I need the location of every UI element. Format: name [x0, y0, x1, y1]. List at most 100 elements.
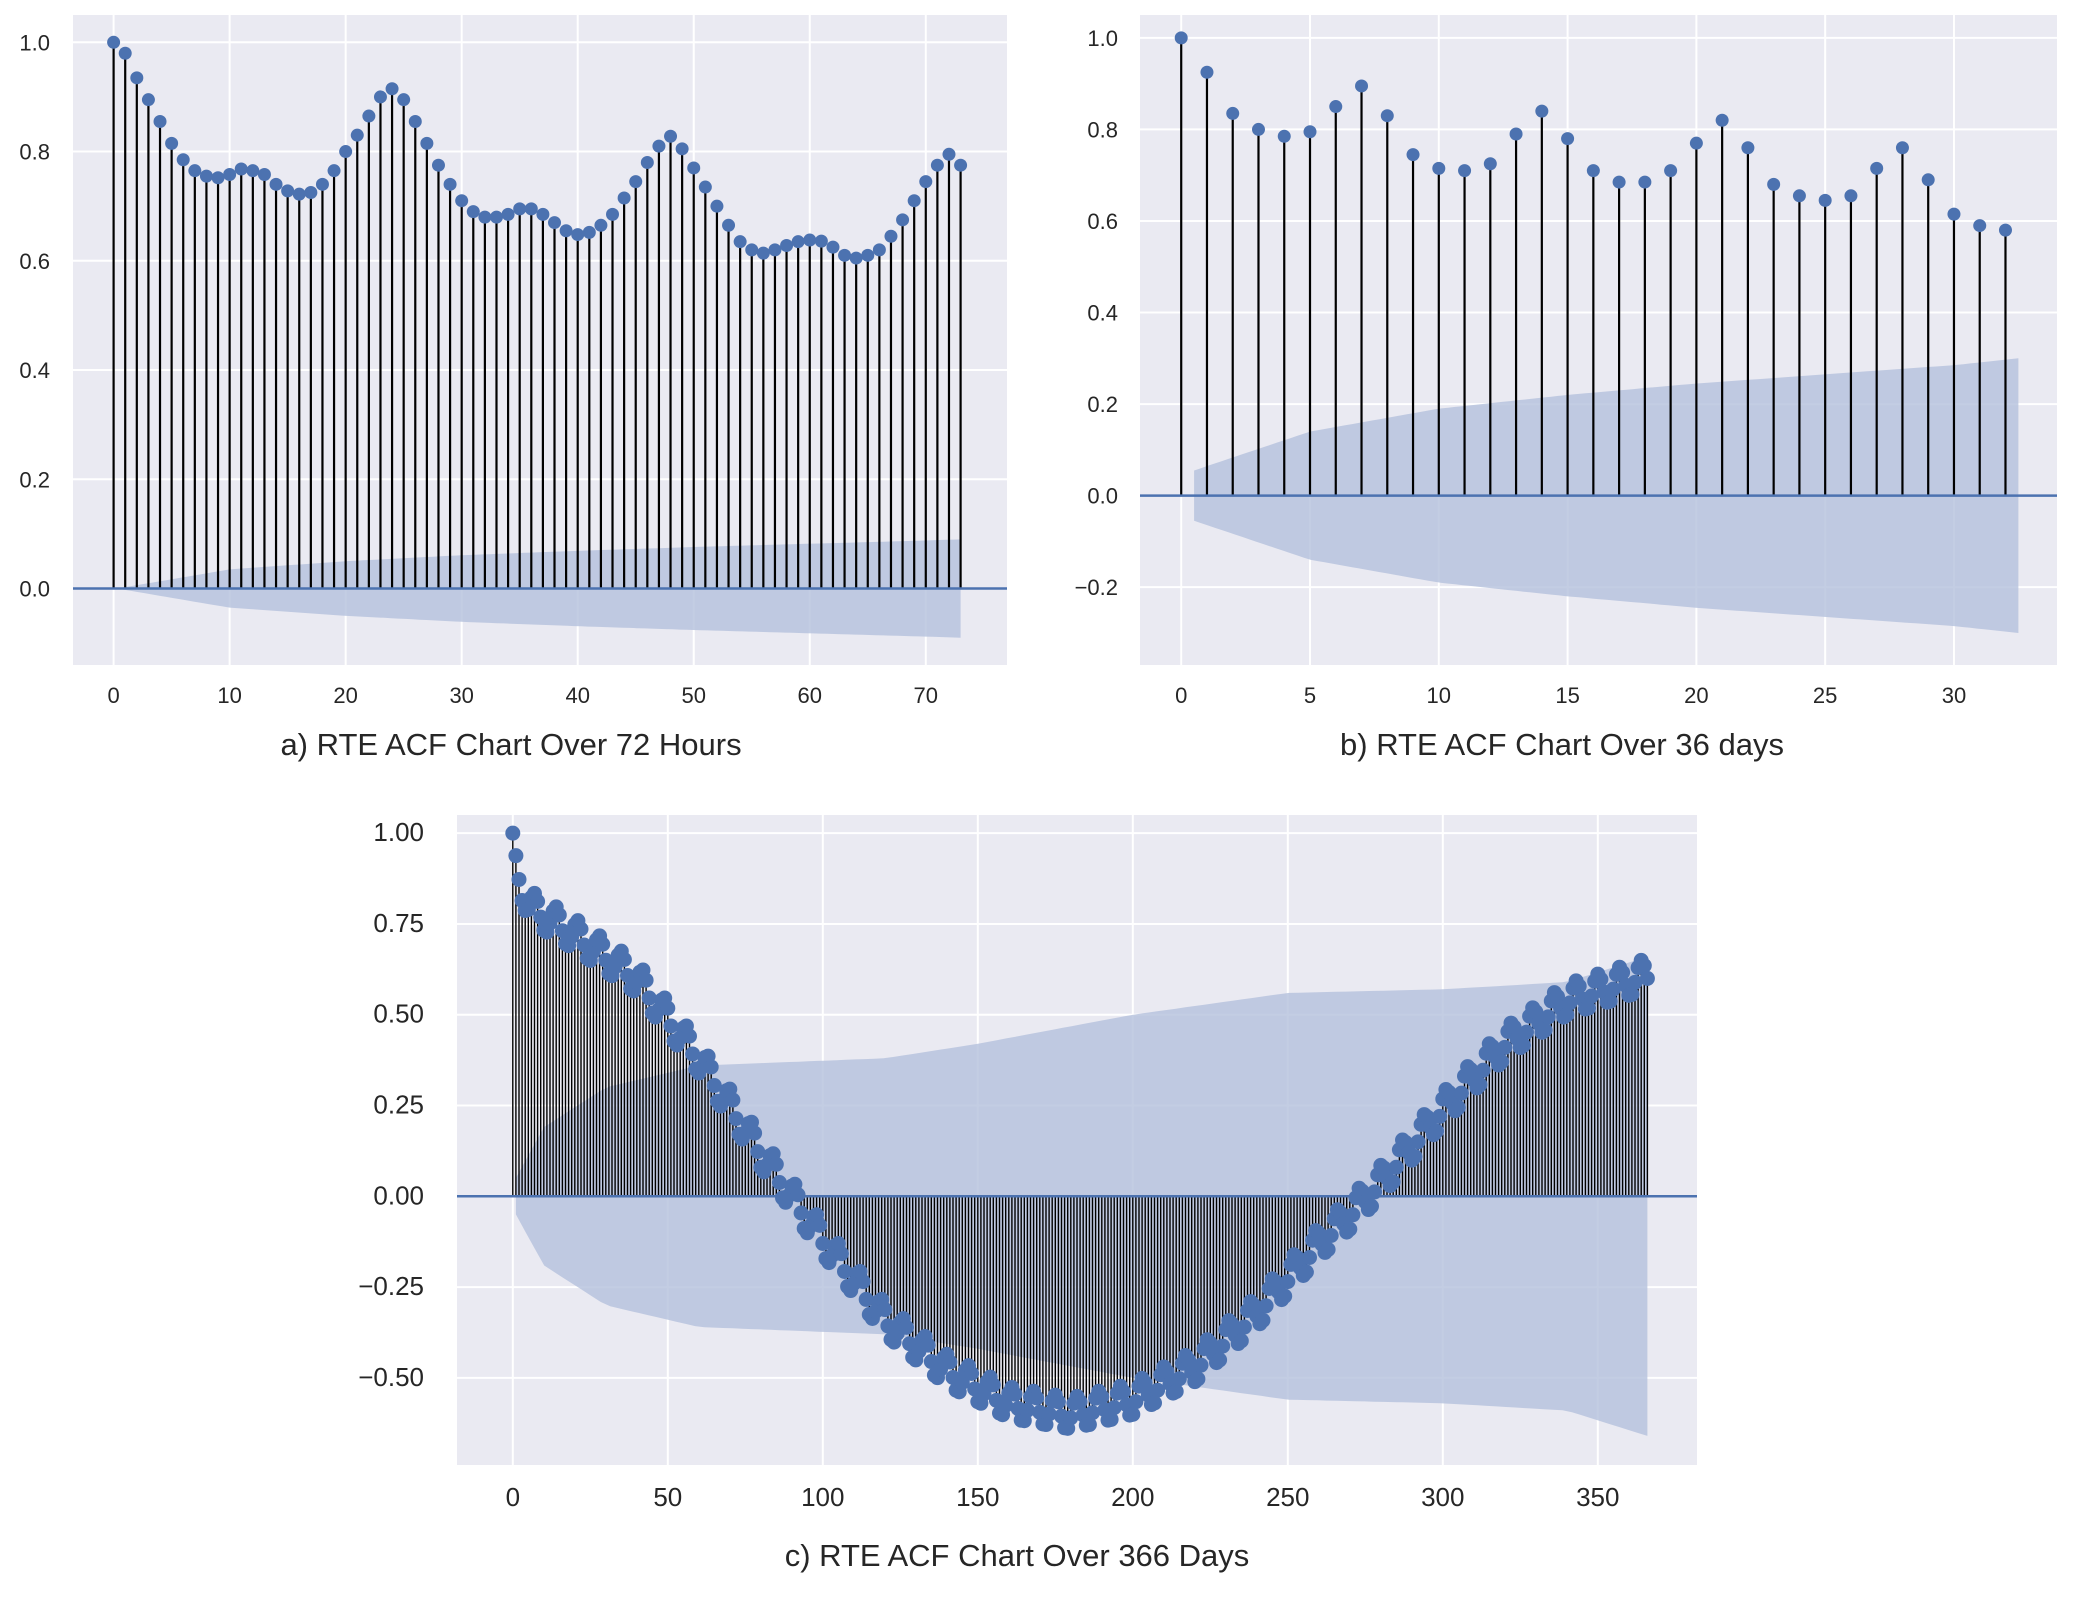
acf-marker [1212, 1352, 1228, 1368]
acf-marker [431, 158, 445, 172]
acf-marker [780, 239, 794, 253]
acf-marker [1128, 1394, 1144, 1410]
x-tick-label: 0 [1175, 683, 1187, 708]
acf-marker [617, 191, 631, 205]
acf-marker [985, 1377, 1001, 1393]
acf-marker [1085, 1405, 1100, 1421]
acf-marker [1258, 1298, 1274, 1314]
panel-c-366-days: 0 50 100 150 200 250 300 350 −0.50 −0.25 0.00 0.25 0… [358, 815, 1697, 1573]
panel-b-36-days: 0 5 10 15 20 25 30 −0.2 0.0 0.2 0.4 0.6 0.8 1.0 b) RT… [1075, 15, 2057, 762]
acf-marker [1063, 1410, 1079, 1426]
acf-marker [1581, 1000, 1596, 1016]
acf-marker [884, 229, 898, 243]
acf-marker [1367, 1184, 1383, 1200]
acf-marker [1236, 1319, 1252, 1335]
acf-marker [1345, 1207, 1361, 1223]
acf-marker [919, 175, 933, 189]
x-tick-label: 40 [565, 683, 589, 708]
y-tick-label: 0.0 [1087, 484, 1118, 509]
acf-marker [698, 180, 712, 194]
acf-marker [1537, 1022, 1553, 1038]
panel-c-tick-labels: 0 50 100 150 200 250 300 350 −0.50 −0.25 0.00 0.25 0… [358, 817, 1619, 1512]
acf-marker [1159, 1363, 1175, 1379]
acf-marker [833, 1246, 849, 1262]
acf-marker [606, 207, 620, 221]
acf-marker [826, 240, 840, 254]
acf-marker [199, 169, 213, 183]
acf-marker [1407, 1149, 1423, 1165]
acf-marker [1081, 1417, 1097, 1433]
y-tick-label: 0.4 [19, 358, 50, 383]
acf-marker [616, 952, 632, 968]
acf-marker [998, 1397, 1014, 1413]
acf-marker [524, 202, 538, 216]
acf-marker [513, 202, 527, 216]
acf-marker [652, 139, 666, 153]
acf-marker [505, 825, 521, 841]
acf-marker [1226, 106, 1240, 120]
acf-marker [466, 205, 480, 219]
acf-marker [1639, 970, 1655, 986]
y-tick-label: 0.00 [373, 1180, 424, 1210]
acf-marker [954, 1374, 970, 1390]
acf-marker [814, 234, 828, 248]
acf-marker [1041, 1406, 1057, 1422]
acf-marker [1410, 1134, 1426, 1150]
acf-marker [750, 1144, 766, 1160]
acf-marker [745, 243, 759, 257]
acf-marker [1792, 189, 1806, 203]
acf-marker [1103, 1411, 1119, 1427]
x-tick-label: 30 [449, 683, 473, 708]
acf-marker [1215, 1338, 1231, 1354]
acf-marker [339, 145, 353, 159]
y-tick-label: 0.4 [1087, 301, 1118, 326]
acf-marker [1612, 175, 1626, 189]
acf-marker [1870, 161, 1884, 175]
x-tick-label: 0 [107, 683, 119, 708]
acf-marker [1432, 1108, 1448, 1124]
acf-marker [803, 233, 817, 247]
acf-marker [899, 1319, 914, 1335]
y-tick-label: 0.6 [1087, 209, 1118, 234]
acf-marker [1190, 1371, 1206, 1387]
acf-marker [849, 251, 863, 265]
acf-marker [1029, 1390, 1045, 1406]
acf-marker [1050, 1394, 1066, 1410]
x-tick-label: 30 [1942, 683, 1966, 708]
acf-marker [1602, 993, 1618, 1009]
acf-marker [771, 1174, 787, 1190]
acf-marker [675, 142, 689, 156]
acf-marker [281, 184, 295, 198]
acf-marker [176, 153, 190, 167]
acf-marker [1584, 988, 1600, 1004]
acf-marker [1072, 1394, 1088, 1410]
y-tick-label: 0.6 [19, 249, 50, 274]
x-tick-label: 250 [1266, 1482, 1309, 1512]
acf-marker [443, 177, 457, 191]
acf-marker [1429, 1123, 1445, 1139]
x-tick-label: 15 [1555, 683, 1579, 708]
panel-a-stems [73, 35, 1007, 590]
acf-marker [489, 210, 503, 224]
acf-marker [1320, 1241, 1336, 1257]
acf-marker [292, 187, 306, 201]
acf-marker [508, 848, 524, 864]
acf-marker [1171, 1371, 1187, 1387]
acf-marker [1125, 1406, 1141, 1422]
acf-marker [768, 1156, 784, 1172]
x-tick-label: 60 [798, 683, 822, 708]
acf-marker [1494, 1054, 1510, 1070]
acf-marker [685, 1046, 701, 1062]
acf-marker [130, 71, 144, 85]
y-tick-label: 0.0 [19, 577, 50, 602]
acf-marker [725, 1092, 741, 1108]
panel-c-caption: c) RTE ACF Chart Over 366 Days [785, 1538, 1250, 1573]
acf-marker [1664, 164, 1678, 178]
y-tick-label: 1.00 [373, 817, 424, 847]
acf-marker [408, 115, 422, 129]
x-tick-label: 50 [681, 683, 705, 708]
acf-marker [548, 216, 562, 230]
acf-marker [595, 936, 611, 952]
acf-marker [942, 1354, 958, 1370]
acf-marker [165, 136, 179, 150]
